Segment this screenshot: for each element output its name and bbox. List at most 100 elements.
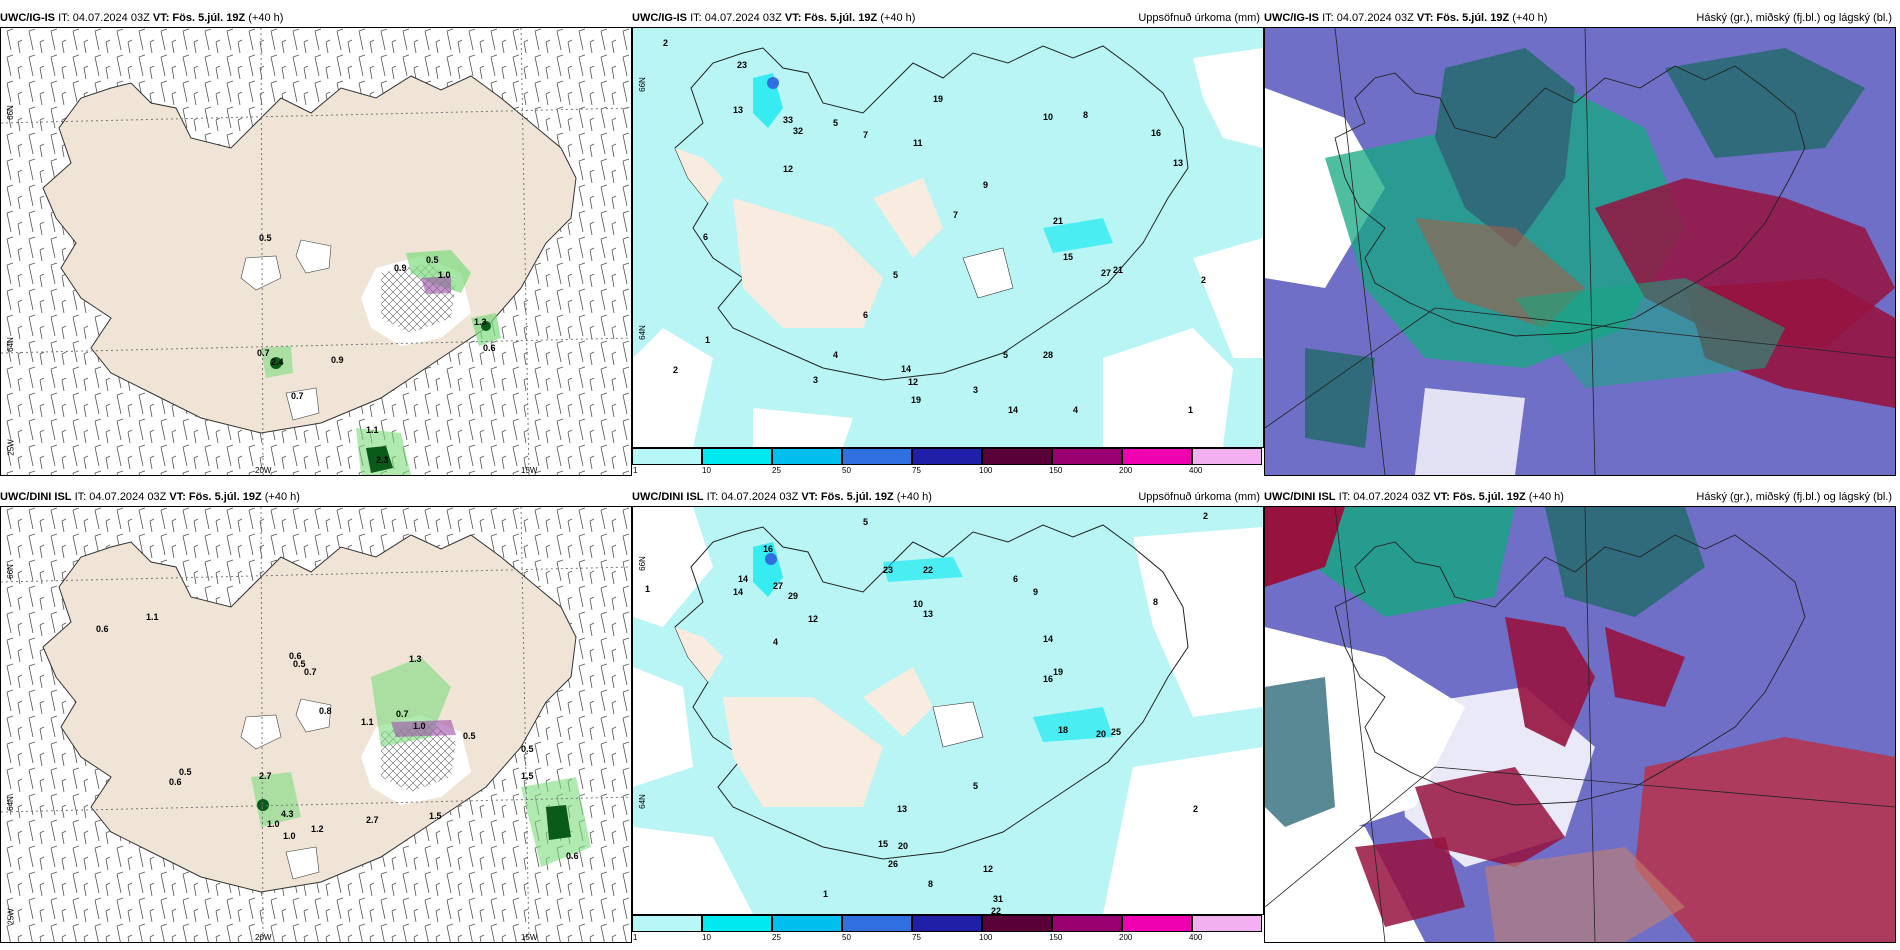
cloud-map <box>1264 506 1896 943</box>
precip-value: 33 <box>783 115 793 125</box>
lead-time: (+40 h) <box>1512 12 1548 24</box>
wind-value: 0.6 <box>483 343 496 353</box>
colorbar-swatch <box>772 448 842 465</box>
lead-time: (+40 h) <box>248 12 284 24</box>
panel-wind-ig-is: UWC/IG-IS IT: 04.07.2024 03Z VT: Fös. 5.… <box>0 11 632 476</box>
valid-time: Fös. 5.júl. 19Z <box>1452 491 1526 503</box>
precip-value: 20 <box>1096 729 1106 739</box>
precip-value: 23 <box>737 60 747 70</box>
wind-value: 2.7 <box>366 815 379 825</box>
precip-map: 2 6 2 1 23 13 33 32 5 7 12 11 19 10 8 16… <box>632 27 1264 448</box>
colorbar-tick: 25 <box>772 466 781 475</box>
valid-time: Fös. 5.júl. 19Z <box>172 12 246 24</box>
precip-value: 27 <box>773 581 783 591</box>
init-time: IT: 04.07.2024 03Z <box>1322 12 1414 24</box>
lead-time: (+40 h) <box>1528 491 1564 503</box>
colorbar-swatch <box>1122 448 1192 465</box>
wind-value: 0.6 <box>566 851 579 861</box>
panel-title: UWC/IG-IS IT: 04.07.2024 03Z VT: Fös. 5.… <box>0 11 632 27</box>
init-time: IT: 04.07.2024 03Z <box>74 491 167 503</box>
wind-value: 1.5 <box>521 771 534 781</box>
precip-value: 8 <box>1153 597 1158 607</box>
lat-label: 66N <box>637 77 647 92</box>
valid-time-label: VT: <box>169 491 186 503</box>
precip-value: 5 <box>833 118 838 128</box>
precip-value: 13 <box>733 105 743 115</box>
precip-value: 19 <box>911 395 921 405</box>
colorbar-swatch <box>1052 915 1122 932</box>
precip-value: 18 <box>1058 725 1068 735</box>
precip-value: 21 <box>1113 265 1123 275</box>
field-title: Háský (gr.), miðský (fj.bl.) og lágský (… <box>1696 491 1892 503</box>
precip-value: 3 <box>973 385 978 395</box>
wind-value: 0.7 <box>291 391 304 401</box>
wind-value: 0.5 <box>426 255 439 265</box>
colorbar-swatch <box>842 915 912 932</box>
precip-value: 9 <box>1033 587 1038 597</box>
lat-label: 64N <box>5 796 15 811</box>
precip-value: 32 <box>793 126 803 136</box>
precip-value: 10 <box>1043 112 1053 122</box>
field-title: Uppsöfnuð úrkoma (mm) <box>1138 491 1260 503</box>
panel-title: UWC/IG-IS IT: 04.07.2024 03Z VT: Fös. 5.… <box>632 11 1264 27</box>
colorbar-swatch <box>982 448 1052 465</box>
colorbar-swatch <box>1192 448 1262 465</box>
colorbar-swatch <box>772 915 842 932</box>
precip-value: 7 <box>953 210 958 220</box>
wind-value: 0.8 <box>319 706 332 716</box>
colorbar-tick: 100 <box>979 466 993 475</box>
precip-value: 1 <box>1188 405 1193 415</box>
precip-value: 5 <box>1003 350 1008 360</box>
valid-time: Fös. 5.júl. 19Z <box>804 12 878 24</box>
colorbar-swatch <box>632 448 702 465</box>
precip-value: 5 <box>863 517 868 527</box>
colorbar-tick: 10 <box>702 466 711 475</box>
field-title: Háský (gr.), miðský (fj.bl.) og lágský (… <box>1696 12 1892 24</box>
lat-label: 64N <box>637 325 647 340</box>
lon-label: 20W <box>255 466 272 475</box>
colorbar-tick: 75 <box>912 933 921 942</box>
panel-title: UWC/DINI ISL IT: 04.07.2024 03Z VT: Fös.… <box>1264 490 1896 506</box>
precip-value: 6 <box>863 310 868 320</box>
iceland-outline <box>674 45 1189 381</box>
panel-title: UWC/IG-IS IT: 04.07.2024 03Z VT: Fös. 5.… <box>1264 11 1896 27</box>
colorbar-tick: 10 <box>702 933 711 942</box>
precip-value: 2 <box>663 38 668 48</box>
precip-value: 14 <box>901 364 911 374</box>
precip-value: 1 <box>705 335 710 345</box>
colorbar-tick: 150 <box>1049 466 1063 475</box>
lat-label: 66N <box>5 564 15 579</box>
valid-time-label: VT: <box>1416 12 1434 24</box>
wind-value: 2.4 <box>271 357 284 367</box>
lat-label: 66N <box>637 556 647 571</box>
wind-value: 2.3 <box>376 455 389 465</box>
wind-value: 0.5 <box>463 731 476 741</box>
precip-map: 5 2 1 14 16 14 27 29 12 23 22 10 6 9 8 1… <box>632 506 1264 915</box>
wind-value: 1.0 <box>438 270 451 280</box>
valid-time-label: VT: <box>784 12 802 24</box>
colorbar-swatch <box>842 448 912 465</box>
colorbar-tick: 75 <box>912 466 921 475</box>
panel-cloud-ig-is: UWC/IG-IS IT: 04.07.2024 03Z VT: Fös. 5.… <box>1264 11 1896 476</box>
model-name: UWC/IG-IS <box>1264 12 1319 24</box>
precip-value: 21 <box>1053 216 1063 226</box>
precip-value: 4 <box>773 637 778 647</box>
wind-value: 1.3 <box>474 317 487 327</box>
precip-value: 9 <box>983 180 988 190</box>
precip-value: 12 <box>983 864 993 874</box>
wind-value: 0.5 <box>293 659 306 669</box>
wind-value: 1.2 <box>311 824 324 834</box>
precip-value: 19 <box>1053 667 1063 677</box>
precip-value: 8 <box>928 879 933 889</box>
precip-map-svg: 5 2 1 14 16 14 27 29 12 23 22 10 6 9 8 1… <box>633 507 1263 914</box>
iceland-outline <box>674 524 1189 860</box>
precip-value: 14 <box>1043 634 1053 644</box>
colorbar-swatch <box>982 915 1052 932</box>
colorbar-tick: 50 <box>842 933 851 942</box>
precip-value: 6 <box>703 232 708 242</box>
wind-value: 0.9 <box>331 355 344 365</box>
field-title: Uppsöfnuð úrkoma (mm) <box>1138 12 1260 24</box>
lon-label: 20W <box>255 933 272 942</box>
colorbar-swatch <box>1192 915 1262 932</box>
colorbar-tick: 400 <box>1189 466 1203 475</box>
